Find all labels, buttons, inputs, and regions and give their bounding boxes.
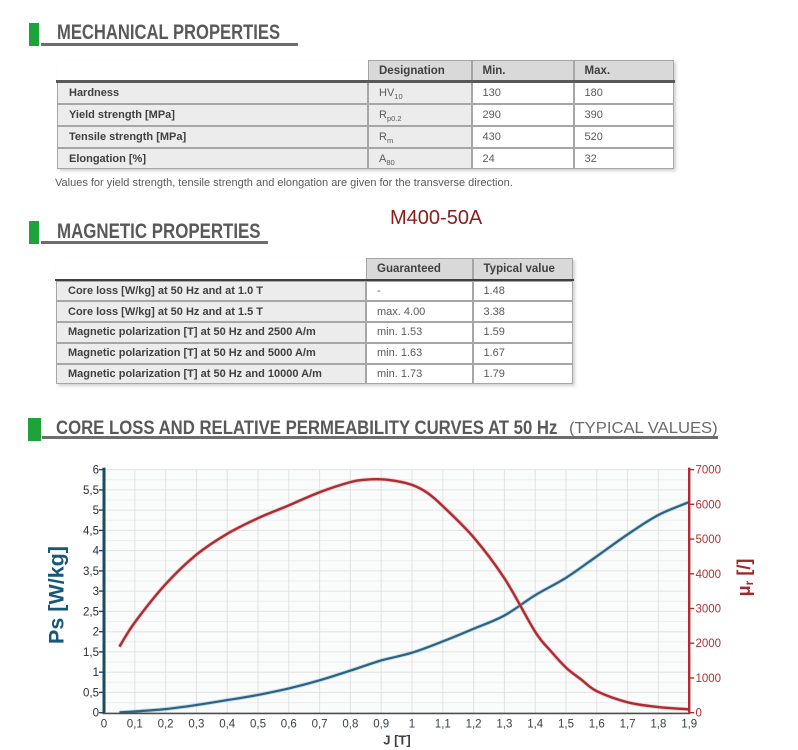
svg-text:1,9: 1,9	[681, 719, 697, 731]
svg-text:3,5: 3,5	[83, 566, 99, 578]
svg-text:0,9: 0,9	[373, 719, 389, 731]
svg-text:1,7: 1,7	[620, 719, 636, 731]
svg-text:1,8: 1,8	[650, 719, 666, 731]
svg-text:5,5: 5,5	[83, 485, 99, 497]
svg-text:5: 5	[93, 505, 99, 517]
svg-text:0: 0	[101, 719, 107, 731]
svg-text:6000: 6000	[696, 499, 722, 511]
svg-text:0: 0	[696, 708, 702, 720]
svg-text:1,5: 1,5	[83, 647, 99, 659]
svg-text:2,5: 2,5	[83, 606, 99, 618]
svg-text:4000: 4000	[696, 569, 722, 581]
svg-text:0,8: 0,8	[342, 719, 358, 731]
svg-text:4: 4	[93, 546, 100, 558]
svg-text:0,5: 0,5	[83, 687, 99, 699]
svg-text:0,6: 0,6	[281, 719, 297, 731]
svg-text:1,1: 1,1	[435, 719, 451, 731]
svg-text:2: 2	[93, 627, 99, 639]
svg-text:0,7: 0,7	[312, 719, 328, 731]
svg-text:J [T]: J [T]	[383, 733, 410, 748]
svg-text:5000: 5000	[696, 534, 722, 546]
svg-text:0,4: 0,4	[219, 719, 236, 731]
svg-text:1,6: 1,6	[589, 719, 605, 731]
svg-text:0,5: 0,5	[250, 719, 266, 731]
svg-text:2000: 2000	[696, 638, 722, 650]
svg-text:7000: 7000	[696, 465, 722, 477]
svg-text:1: 1	[409, 719, 415, 731]
svg-text:1,5: 1,5	[558, 719, 574, 731]
svg-text:0: 0	[93, 708, 99, 720]
svg-text:3: 3	[93, 586, 99, 598]
svg-text:0,1: 0,1	[127, 719, 143, 731]
svg-text:0,3: 0,3	[188, 719, 204, 731]
svg-text:0,2: 0,2	[158, 719, 174, 731]
svg-text:μr [/]: μr [/]	[734, 559, 756, 597]
svg-text:3000: 3000	[696, 604, 722, 616]
svg-text:1000: 1000	[696, 673, 722, 685]
svg-text:1,2: 1,2	[466, 719, 482, 731]
svg-text:6: 6	[93, 465, 99, 477]
svg-text:4,5: 4,5	[83, 525, 99, 537]
svg-text:1: 1	[93, 667, 99, 679]
svg-text:1,4: 1,4	[527, 719, 544, 731]
svg-text:Ps [W/kg]: Ps [W/kg]	[45, 546, 69, 644]
svg-text:1,3: 1,3	[496, 719, 512, 731]
